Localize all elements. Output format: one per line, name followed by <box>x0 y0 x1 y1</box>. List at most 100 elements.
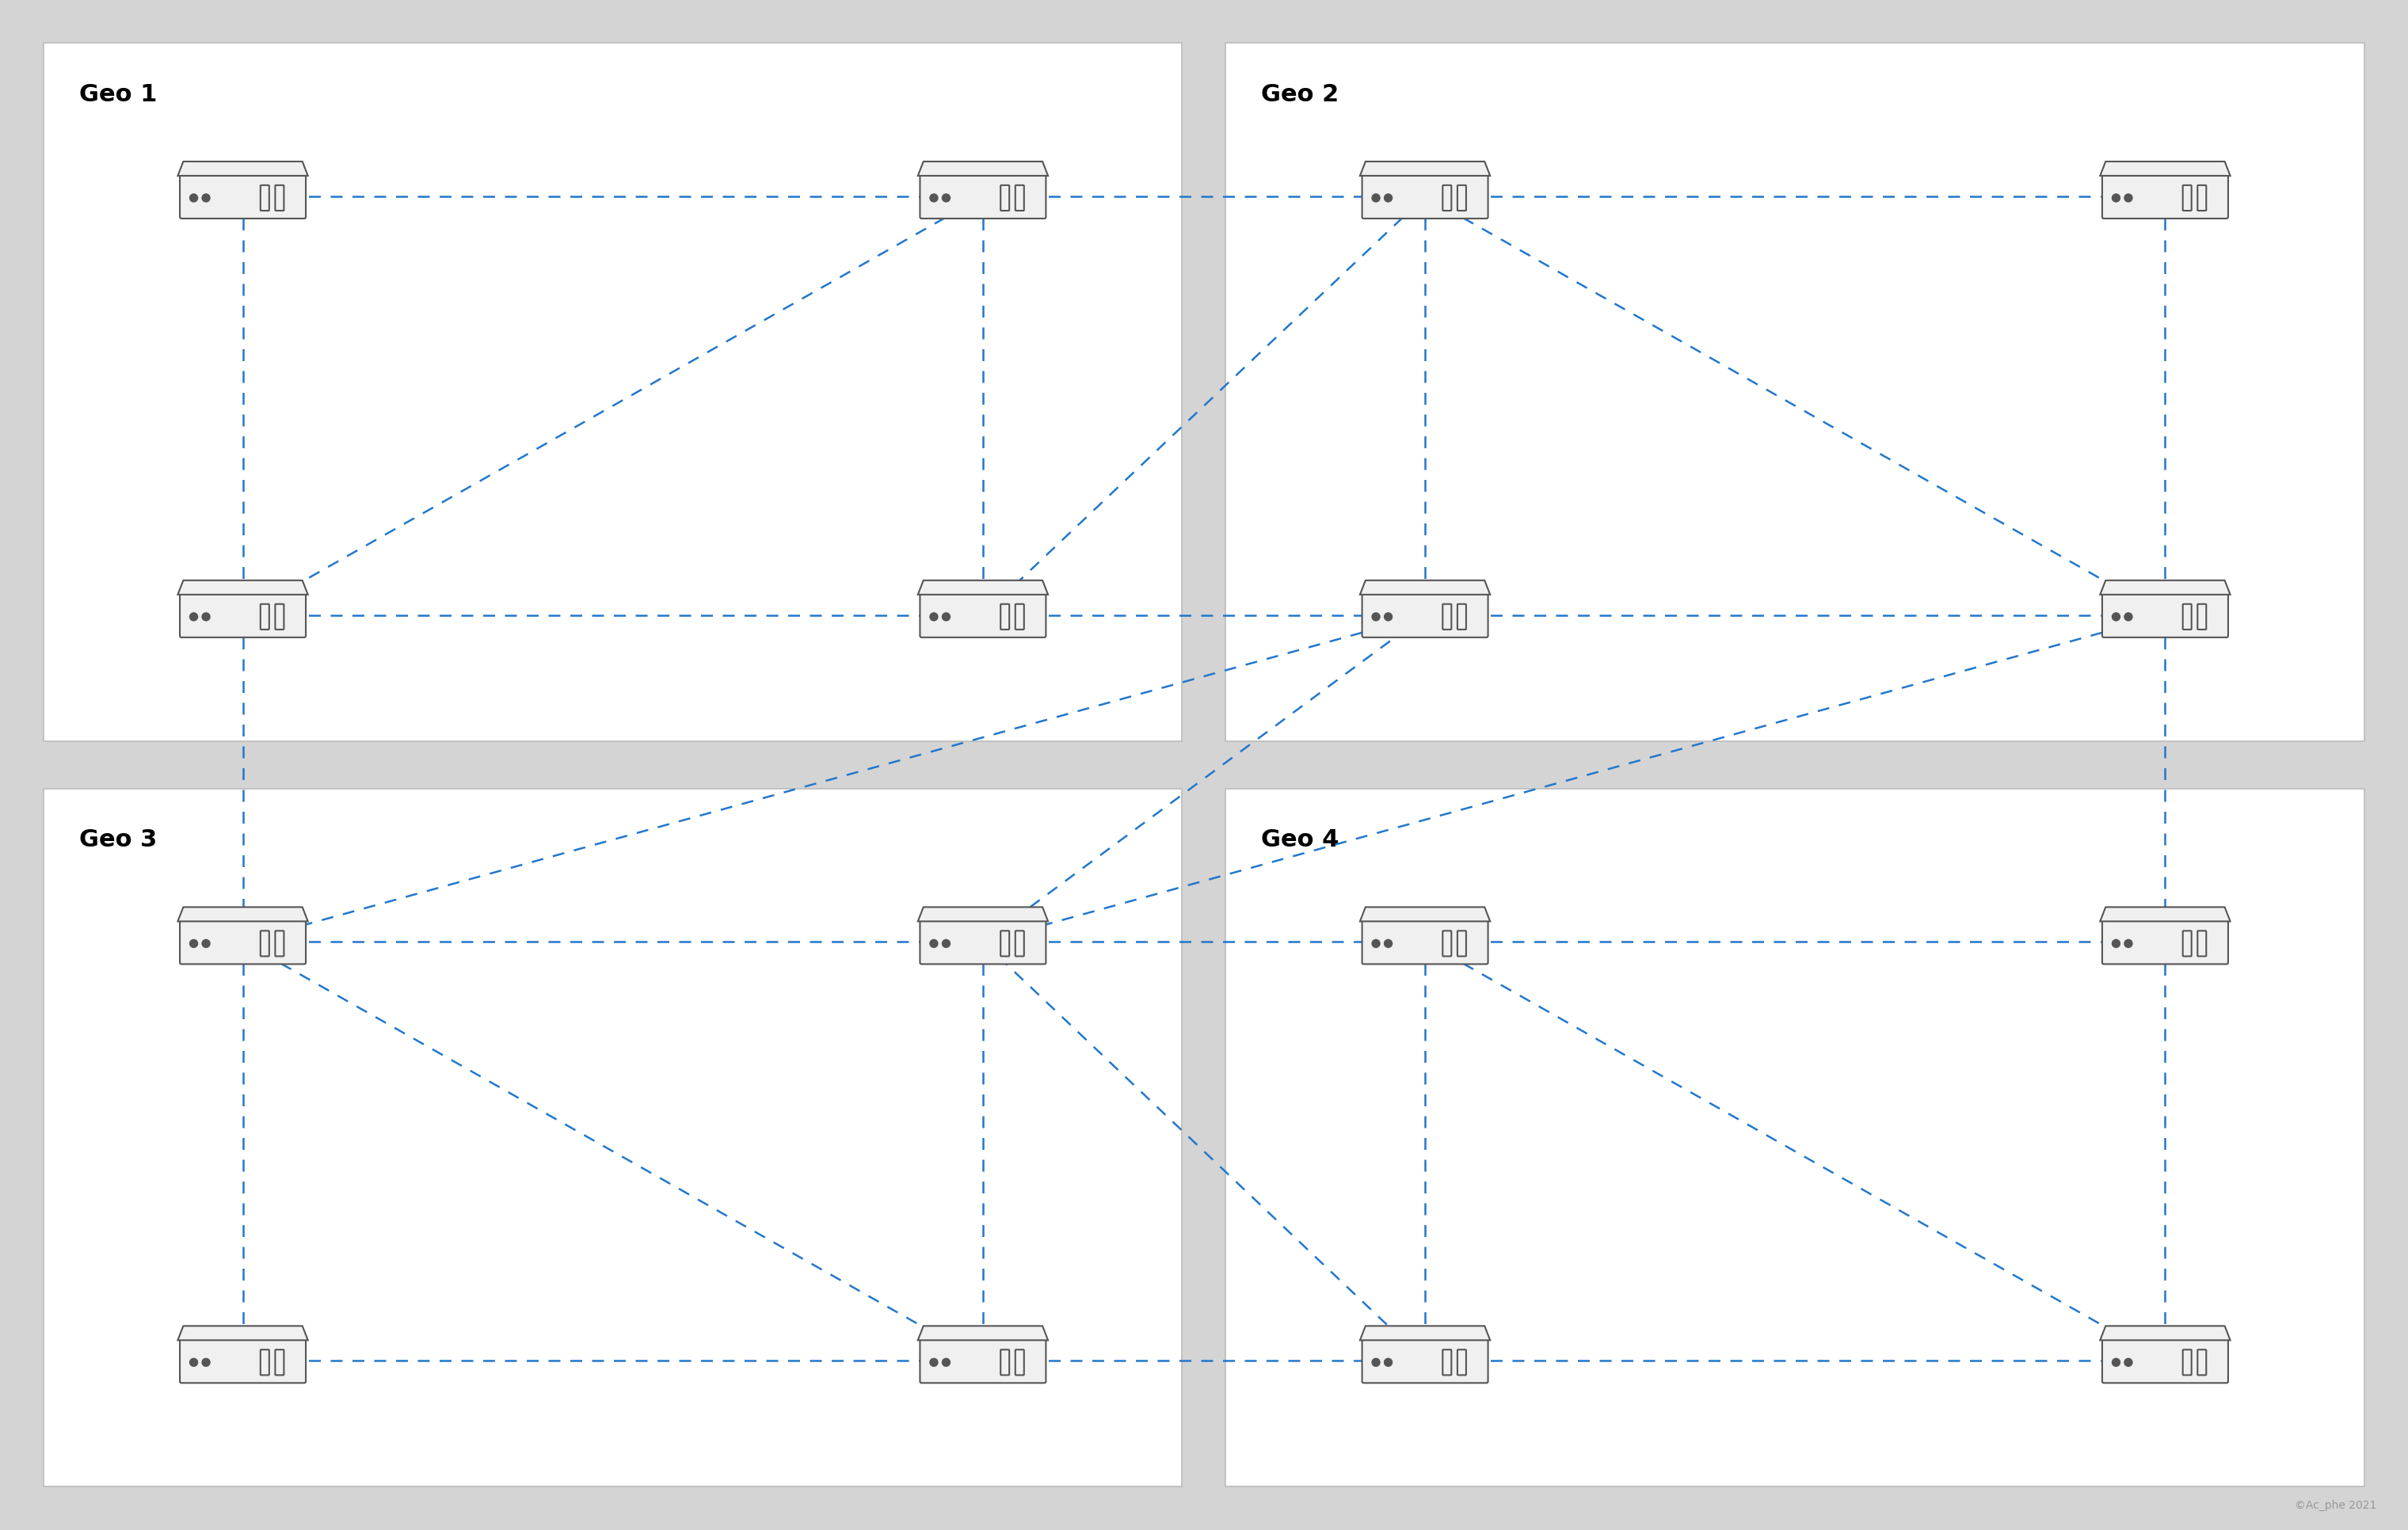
FancyBboxPatch shape <box>1016 1349 1023 1375</box>
FancyBboxPatch shape <box>275 604 284 630</box>
Circle shape <box>1373 939 1380 947</box>
Polygon shape <box>178 1327 308 1340</box>
FancyBboxPatch shape <box>2102 1339 2227 1383</box>
FancyBboxPatch shape <box>1016 932 1023 956</box>
FancyBboxPatch shape <box>1457 1349 1466 1375</box>
Circle shape <box>190 939 197 947</box>
Circle shape <box>929 194 937 202</box>
Circle shape <box>2124 194 2133 202</box>
Circle shape <box>202 939 209 947</box>
Circle shape <box>942 1359 951 1366</box>
FancyBboxPatch shape <box>275 932 284 956</box>
Circle shape <box>190 194 197 202</box>
FancyBboxPatch shape <box>1016 185 1023 211</box>
FancyBboxPatch shape <box>43 789 1182 1487</box>
Polygon shape <box>1361 581 1491 595</box>
FancyBboxPatch shape <box>920 1339 1045 1383</box>
FancyBboxPatch shape <box>275 185 284 211</box>
Circle shape <box>2124 614 2133 621</box>
FancyBboxPatch shape <box>1226 43 2365 741</box>
Polygon shape <box>178 162 308 176</box>
FancyBboxPatch shape <box>1002 604 1009 630</box>
FancyBboxPatch shape <box>1457 604 1466 630</box>
Circle shape <box>202 1359 209 1366</box>
Circle shape <box>1385 939 1392 947</box>
FancyBboxPatch shape <box>260 1349 270 1375</box>
FancyBboxPatch shape <box>1363 1339 1488 1383</box>
Text: Geo 3: Geo 3 <box>79 828 157 851</box>
FancyBboxPatch shape <box>181 920 306 964</box>
FancyBboxPatch shape <box>181 594 306 638</box>
FancyBboxPatch shape <box>920 594 1045 638</box>
FancyBboxPatch shape <box>1002 1349 1009 1375</box>
FancyBboxPatch shape <box>1226 789 2365 1487</box>
FancyBboxPatch shape <box>1363 174 1488 219</box>
FancyBboxPatch shape <box>1016 604 1023 630</box>
FancyBboxPatch shape <box>1363 920 1488 964</box>
Polygon shape <box>2100 162 2230 176</box>
FancyBboxPatch shape <box>2102 594 2227 638</box>
Circle shape <box>1385 194 1392 202</box>
Polygon shape <box>2100 581 2230 595</box>
FancyBboxPatch shape <box>2199 932 2206 956</box>
Polygon shape <box>917 162 1047 176</box>
FancyBboxPatch shape <box>2199 1349 2206 1375</box>
FancyBboxPatch shape <box>275 1349 284 1375</box>
Polygon shape <box>1361 1327 1491 1340</box>
Circle shape <box>1373 194 1380 202</box>
Circle shape <box>2124 939 2133 947</box>
Circle shape <box>202 194 209 202</box>
Circle shape <box>202 614 209 621</box>
Circle shape <box>190 614 197 621</box>
Text: Geo 4: Geo 4 <box>1262 828 1339 851</box>
FancyBboxPatch shape <box>1363 594 1488 638</box>
Polygon shape <box>178 581 308 595</box>
Polygon shape <box>2100 1327 2230 1340</box>
Circle shape <box>1373 614 1380 621</box>
Polygon shape <box>1361 162 1491 176</box>
FancyBboxPatch shape <box>2182 932 2191 956</box>
FancyBboxPatch shape <box>2102 920 2227 964</box>
FancyBboxPatch shape <box>260 185 270 211</box>
Polygon shape <box>917 581 1047 595</box>
FancyBboxPatch shape <box>2102 174 2227 219</box>
FancyBboxPatch shape <box>2199 604 2206 630</box>
Polygon shape <box>917 1327 1047 1340</box>
FancyBboxPatch shape <box>2182 1349 2191 1375</box>
FancyBboxPatch shape <box>1457 185 1466 211</box>
FancyBboxPatch shape <box>1442 185 1452 211</box>
FancyBboxPatch shape <box>1002 185 1009 211</box>
Circle shape <box>929 939 937 947</box>
Text: Geo 1: Geo 1 <box>79 83 157 106</box>
FancyBboxPatch shape <box>1442 932 1452 956</box>
Circle shape <box>2112 614 2119 621</box>
FancyBboxPatch shape <box>2182 185 2191 211</box>
FancyBboxPatch shape <box>1457 932 1466 956</box>
FancyBboxPatch shape <box>181 1339 306 1383</box>
Circle shape <box>942 939 951 947</box>
FancyBboxPatch shape <box>260 604 270 630</box>
FancyBboxPatch shape <box>2182 604 2191 630</box>
Polygon shape <box>917 907 1047 921</box>
FancyBboxPatch shape <box>260 932 270 956</box>
FancyBboxPatch shape <box>1002 932 1009 956</box>
FancyBboxPatch shape <box>920 174 1045 219</box>
Polygon shape <box>1361 907 1491 921</box>
Circle shape <box>2112 1359 2119 1366</box>
FancyBboxPatch shape <box>1442 604 1452 630</box>
Circle shape <box>1373 1359 1380 1366</box>
Circle shape <box>1385 1359 1392 1366</box>
Circle shape <box>929 614 937 621</box>
Polygon shape <box>178 907 308 921</box>
Text: Geo 2: Geo 2 <box>1262 83 1339 106</box>
Circle shape <box>942 614 951 621</box>
FancyBboxPatch shape <box>181 174 306 219</box>
FancyBboxPatch shape <box>920 920 1045 964</box>
Circle shape <box>190 1359 197 1366</box>
Circle shape <box>929 1359 937 1366</box>
Polygon shape <box>2100 907 2230 921</box>
Circle shape <box>2124 1359 2133 1366</box>
Circle shape <box>942 194 951 202</box>
Text: ©Ac_phe 2021: ©Ac_phe 2021 <box>2295 1499 2377 1510</box>
FancyBboxPatch shape <box>1442 1349 1452 1375</box>
